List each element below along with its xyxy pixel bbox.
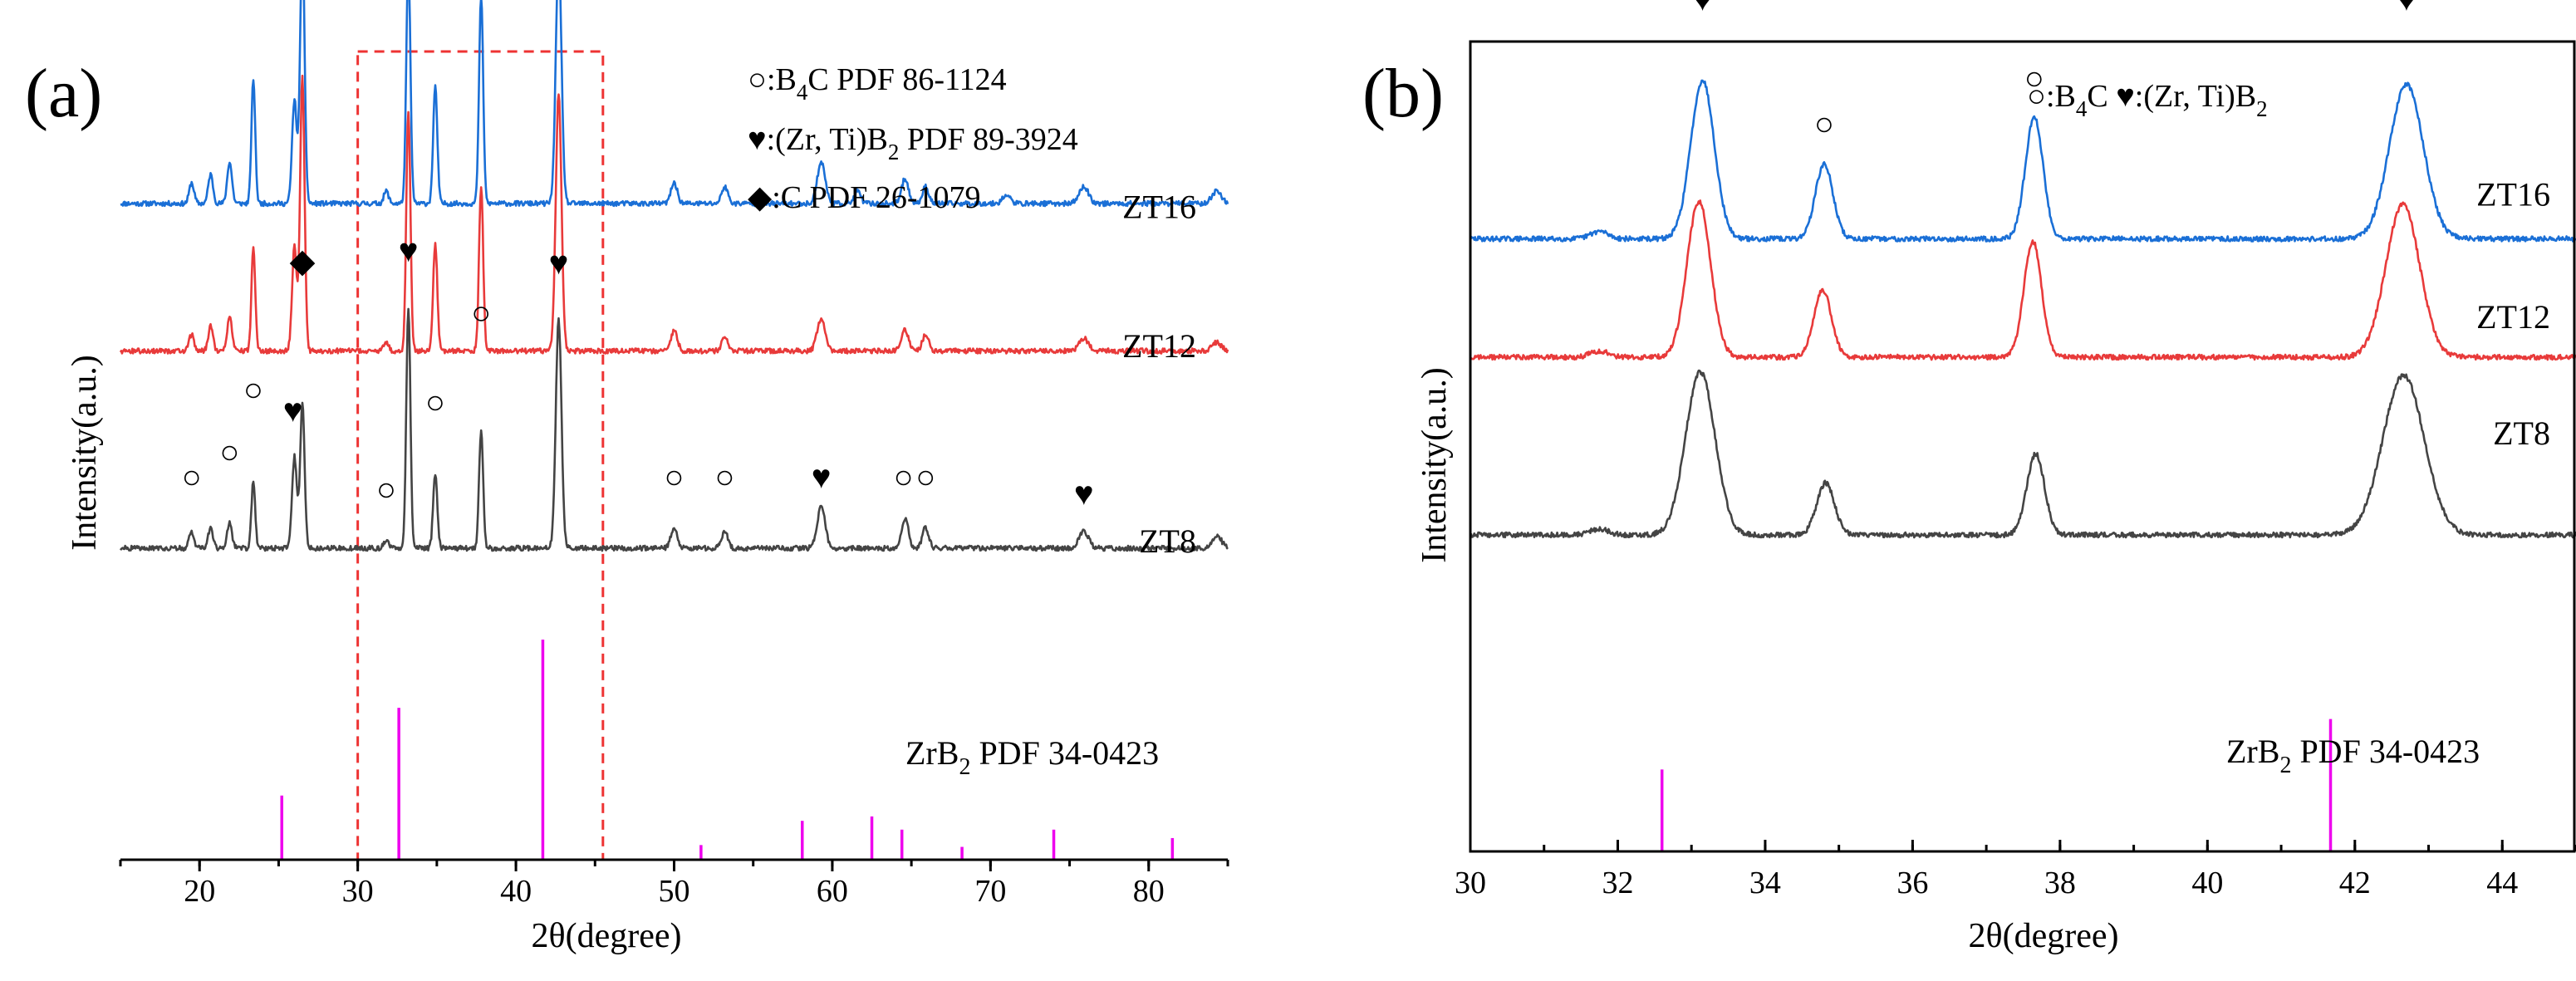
legend-entry: ○:B4C ♥:(Zr, Ti)B2: [2027, 79, 2268, 121]
x-tick-label: 70: [974, 874, 1006, 909]
heart-marker-icon: ♥: [812, 459, 832, 496]
x-tick-label: 38: [2044, 866, 2076, 900]
panel-a-reference-lines: [280, 640, 1175, 860]
x-tick-label: 60: [817, 874, 848, 909]
series-label-zt12: ZT12: [1122, 327, 1196, 365]
panel-b-peak-markers: ♥ ○ ○ ♥: [1693, 0, 2417, 143]
series-line-zt12: [119, 74, 1229, 355]
heart-marker-icon: ♥: [283, 392, 303, 429]
legend-entry: ○:B4C PDF 86-1124: [748, 62, 1007, 105]
circle-marker-icon: ○: [894, 459, 914, 496]
series-label-zt16: ZT16: [1122, 189, 1196, 226]
panel-b-axes: 30 32 34 36 38 40 42 44: [1455, 40, 2576, 900]
panel-b-reference-lines: [1660, 719, 2333, 851]
panel-b-reference-label: ZrB2 PDF 34-0423: [2226, 733, 2480, 778]
circle-marker-icon: ○: [471, 294, 491, 331]
circle-marker-icon: ○: [714, 459, 734, 496]
circle-marker-icon: ○: [219, 434, 239, 471]
circle-marker-icon: ○: [664, 459, 684, 496]
series-label-zt16: ZT16: [2476, 176, 2550, 213]
panel-a-x-axis-title: 2θ(degree): [531, 917, 681, 955]
circle-marker-icon: ○: [376, 471, 396, 508]
panel-a-reference-label: ZrB2 PDF 34-0423: [905, 734, 1159, 780]
panel-b-legend: ○:B4C ♥:(Zr, Ti)B2: [2027, 79, 2268, 121]
circle-marker-icon: ○: [425, 384, 445, 421]
legend-entry: ◆:C PDF 26-1079: [748, 180, 981, 215]
series-line-zt8: [119, 307, 1229, 552]
panel-b-y-axis-title: Intensity(a.u.): [1416, 367, 1454, 563]
x-tick-label: 34: [1749, 866, 1781, 900]
panel-a-peak-markers: ○○○♥◆○♥○○♥○ ○ ♥ ○ ○ ♥: [182, 232, 1094, 513]
panel-a-y-axis-title: Intensity(a.u.): [66, 355, 104, 551]
series-line-zt8: [1469, 369, 2576, 539]
circle-marker-icon: ○: [182, 459, 202, 496]
series-line-zt16: [1469, 79, 2576, 243]
series-line-zt12: [1470, 199, 2576, 361]
x-tick-label: 32: [1602, 866, 1633, 900]
heart-marker-icon: ♥: [1074, 475, 1094, 513]
legend-entry: ♥:(Zr, Ti)B2 PDF 89-3924: [748, 122, 1078, 164]
panel-a-axes: 20 30 40 50 60 70 80: [119, 858, 1229, 909]
x-tick-label: 80: [1133, 874, 1165, 909]
circle-marker-icon: ○: [243, 371, 263, 409]
series-label-zt8: ZT8: [1139, 522, 1196, 560]
x-tick-label: 44: [2486, 866, 2518, 900]
heart-marker-icon: ♥: [399, 232, 419, 269]
series-line-zt16: [120, 0, 1229, 208]
diamond-marker-icon: ◆: [290, 243, 316, 280]
x-tick-label: 50: [659, 874, 690, 909]
panel-a-legend: ○:B4C PDF 86-1124 ♥:(Zr, Ti)B2 PDF 89-392…: [748, 62, 1078, 215]
x-tick-label: 20: [184, 874, 215, 909]
x-tick-label: 30: [1455, 866, 1486, 900]
panel-a-series-labels: ZT16 ZT12 ZT8: [1122, 189, 1196, 561]
circle-marker-icon: ○: [915, 459, 935, 496]
x-tick-label: 42: [2339, 866, 2371, 900]
panel-a-letter: (a): [25, 55, 102, 132]
panel-b-series: [1469, 79, 2576, 539]
circle-marker-icon: ○: [1814, 105, 1834, 143]
x-tick-label: 36: [1896, 866, 1928, 900]
panel-a-series: [119, 0, 1229, 552]
circle-marker-icon: ○: [2024, 60, 2044, 97]
heart-marker-icon: ♥: [1693, 0, 1713, 18]
series-label-zt12: ZT12: [2476, 298, 2550, 336]
x-tick-label: 40: [500, 874, 532, 909]
x-tick-label: 40: [2191, 866, 2223, 900]
panel-b-series-labels: ZT16 ZT12 ZT8: [2476, 176, 2550, 453]
x-tick-label: 30: [342, 874, 374, 909]
panel-b-letter: (b): [1362, 55, 1444, 132]
heart-marker-icon: ♥: [549, 244, 569, 282]
panel-b-x-axis-title: 2θ(degree): [1968, 917, 2118, 955]
heart-marker-icon: ♥: [2397, 0, 2417, 18]
series-label-zt8: ZT8: [2493, 414, 2550, 452]
